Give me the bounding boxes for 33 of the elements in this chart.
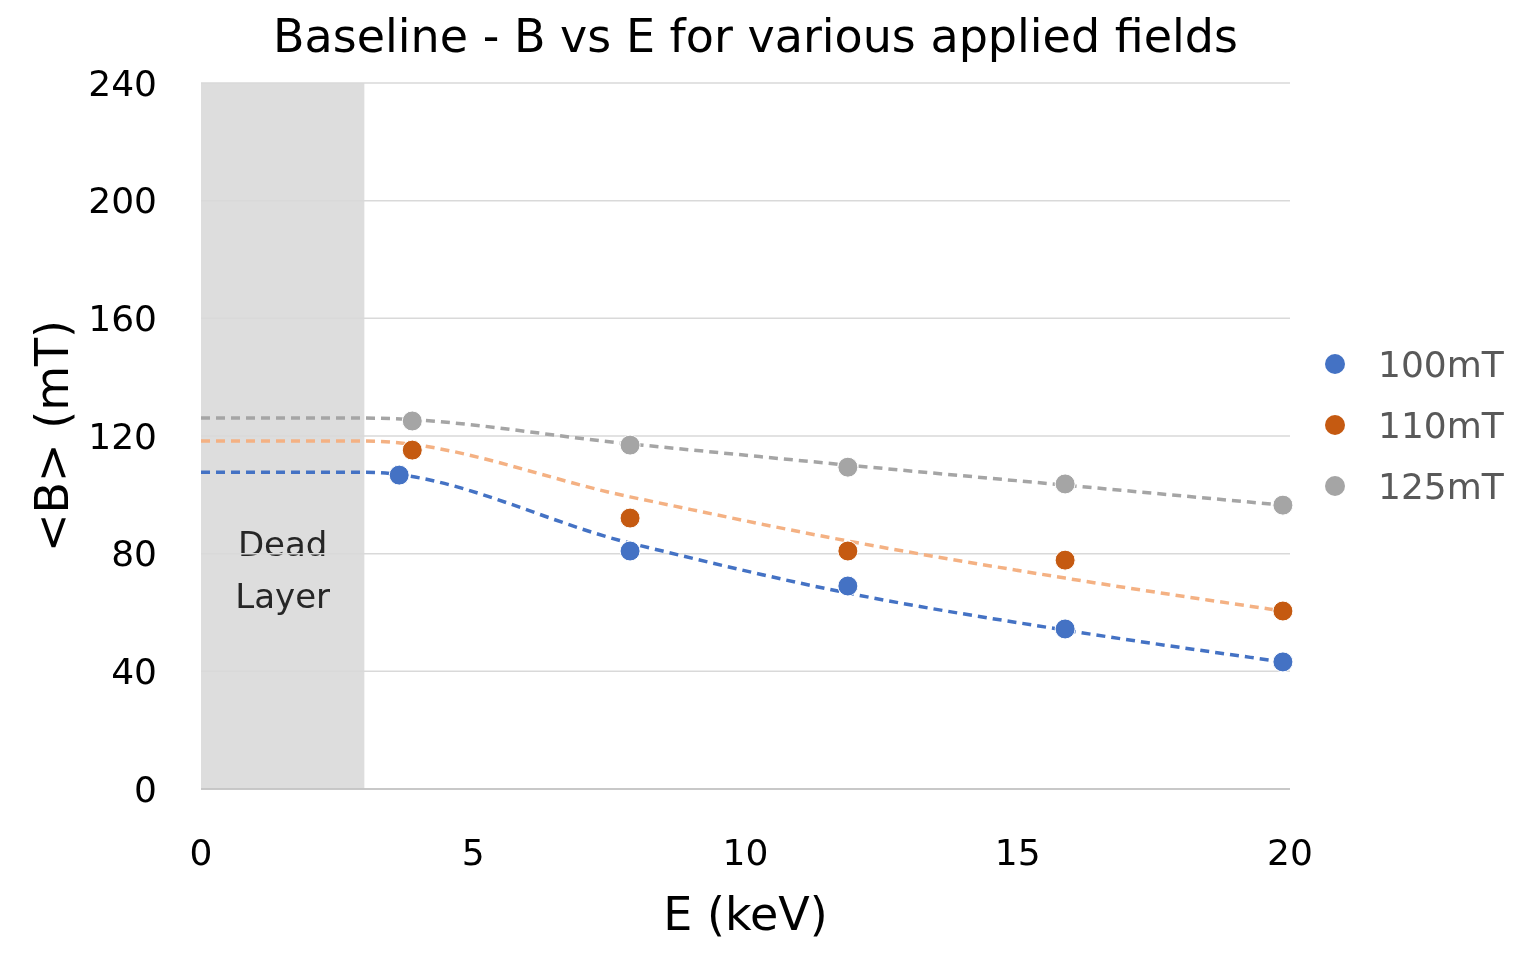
y-tick-label: 0 xyxy=(134,768,157,810)
point xyxy=(401,439,423,461)
point xyxy=(837,540,859,562)
point xyxy=(619,507,641,529)
y-tick-label: 200 xyxy=(88,180,157,222)
y-tick-label: 80 xyxy=(111,533,157,575)
legend-label: 100mT xyxy=(1378,343,1505,385)
x-tick-label: 15 xyxy=(994,832,1041,873)
legend-label: 110mT xyxy=(1378,404,1505,446)
y-tick-label: 160 xyxy=(88,297,157,339)
point xyxy=(1054,549,1076,571)
point xyxy=(837,575,859,597)
y-tick-label: 240 xyxy=(88,62,157,104)
x-tick-label: 20 xyxy=(1267,832,1313,873)
point xyxy=(1054,618,1076,640)
x-axis-title: E (keV) xyxy=(663,887,828,941)
y-axis-title: <B> (mT) xyxy=(25,319,79,553)
y-tick-label: 40 xyxy=(111,650,157,692)
chart-title: Baseline - B vs E for various applied fields xyxy=(273,9,1238,63)
point xyxy=(401,410,423,432)
point xyxy=(837,456,859,478)
point xyxy=(388,464,410,486)
x-tick-label: 10 xyxy=(722,832,769,873)
point xyxy=(1272,600,1294,622)
point xyxy=(619,540,641,562)
point xyxy=(1272,494,1294,516)
point xyxy=(619,434,641,456)
x-tick-label: 0 xyxy=(189,832,213,873)
legend-label: 125mT xyxy=(1378,465,1505,507)
point xyxy=(1272,651,1294,673)
y-tick-label: 120 xyxy=(88,415,157,457)
x-tick-label: 5 xyxy=(461,832,485,873)
point xyxy=(1054,473,1076,495)
